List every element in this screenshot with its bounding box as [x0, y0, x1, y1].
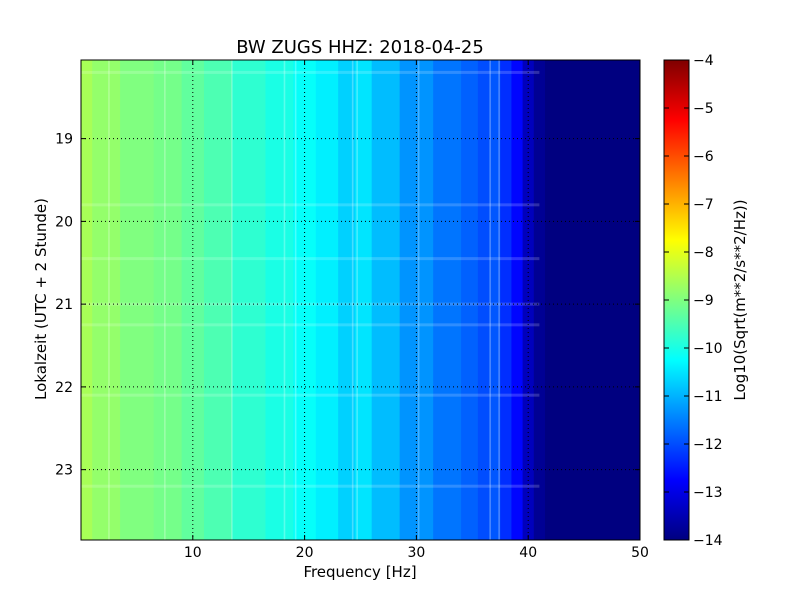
spectrum-column [489, 60, 501, 540]
colorbar-tick-label: −9 [693, 293, 714, 309]
colorbar-tick-label: −5 [693, 101, 714, 117]
spectrum-column [433, 60, 462, 540]
time-band [81, 70, 540, 74]
colorbar-tick-label: −6 [693, 149, 714, 165]
colorbar-tick-label: −8 [693, 245, 714, 261]
spectrum-column [461, 60, 479, 540]
chart-title: BW ZUGS HHZ: 2018-04-25 [236, 37, 484, 58]
spectrum-column [533, 60, 546, 540]
line-feature [356, 60, 358, 540]
x-axis-ticks: 10 20 30 40 50 [184, 60, 649, 561]
y-axis-ticks: 19 20 21 22 23 [55, 132, 640, 479]
spectrum-column [511, 60, 524, 540]
colorbar-label: Log10(Sqrt(m**2/s**2/Hz)) [731, 199, 749, 400]
y-tick-label: 20 [55, 214, 73, 230]
y-axis-label: Lokalzeit (UTC + 2 Stunde) [32, 198, 50, 400]
spectrum-column [544, 60, 568, 540]
time-band [81, 302, 540, 306]
colorbar-tick-label: −13 [693, 485, 723, 501]
x-tick-label: 20 [296, 545, 314, 561]
colorbar-tick-label: −11 [693, 389, 723, 405]
spectrum-column [81, 60, 93, 540]
x-tick-label: 30 [407, 545, 425, 561]
colorbar-ticks: −14 −13 −12 −11 −10 −9 −8 −7 −6 −5 −4 [664, 53, 723, 549]
line-feature [108, 60, 110, 540]
time-band [81, 484, 540, 488]
spectrum-column [315, 60, 339, 540]
spectrum-column [120, 60, 155, 540]
x-tick-label: 50 [631, 545, 649, 561]
x-tick-label: 40 [519, 545, 537, 561]
y-tick-label: 19 [55, 132, 73, 148]
line-feature [498, 60, 500, 540]
colorbar-tick-label: −4 [693, 53, 714, 69]
spectrum-column [203, 60, 233, 540]
spectrum-column [265, 60, 295, 540]
colorbar-tick-label: −7 [693, 197, 714, 213]
line-feature [489, 60, 491, 540]
line-feature [283, 60, 286, 540]
spectrum-column [500, 60, 513, 540]
spectrum-column [231, 60, 267, 540]
plot-grid [81, 60, 640, 540]
spectrum-column [477, 60, 490, 540]
time-band [81, 393, 540, 397]
time-band [81, 203, 540, 207]
line-feature [417, 60, 420, 540]
line-feature [231, 60, 233, 540]
spectrogram-heatmap [81, 60, 640, 540]
y-tick-label: 21 [55, 297, 73, 313]
spectrum-column [153, 60, 183, 540]
time-band [81, 323, 540, 327]
spectrum-column [354, 60, 373, 540]
colorbar-tick-label: −14 [693, 533, 723, 549]
y-tick-label: 23 [55, 463, 73, 479]
line-feature [294, 60, 297, 540]
y-tick-label: 22 [55, 380, 73, 396]
colorbar-tick-label: −10 [693, 341, 723, 357]
line-feature [164, 60, 166, 540]
spectrum-column [92, 60, 121, 540]
spectrum-column [612, 60, 640, 540]
spectrum-column [567, 60, 613, 540]
time-band [81, 257, 540, 261]
spectrum-column [338, 60, 356, 540]
line-feature [351, 60, 354, 540]
x-axis-label: Frequency [Hz] [303, 563, 416, 581]
colorbar-tick-label: −12 [693, 437, 723, 453]
x-tick-label: 10 [184, 545, 202, 561]
plot-frame [80, 59, 641, 541]
spectrum-column [371, 60, 401, 540]
